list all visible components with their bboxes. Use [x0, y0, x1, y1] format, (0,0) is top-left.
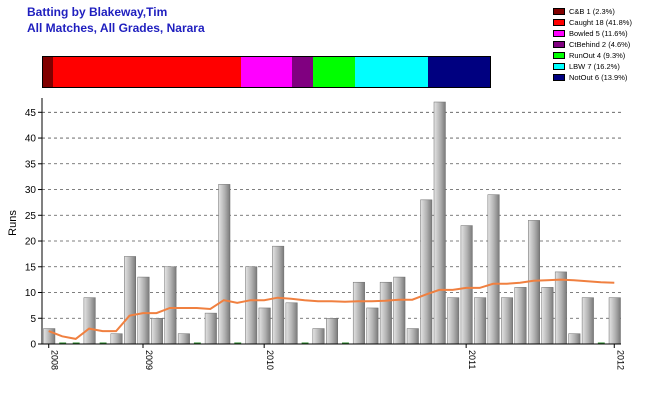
legend-label: CtBehind 2 (4.6%)	[569, 40, 631, 49]
legend-label: C&B 1 (2.3%)	[569, 7, 615, 16]
runs-bar	[541, 287, 554, 345]
legend-swatch	[553, 41, 565, 48]
runs-bar	[124, 256, 137, 345]
runs-bar	[83, 297, 96, 345]
runs-bar	[597, 342, 605, 344]
legend-swatch	[553, 63, 565, 70]
legend: C&B 1 (2.3%) Caught 18 (41.8%) Bowled 5 (1…	[553, 6, 632, 83]
runs-bar	[204, 312, 217, 345]
runs-bar	[177, 333, 190, 345]
runs-bar	[193, 342, 201, 344]
legend-item: LBW 7 (16.2%)	[553, 61, 632, 72]
y-tick-label: 45	[25, 108, 37, 119]
runs-bar	[379, 281, 392, 345]
legend-label: LBW 7 (16.2%)	[569, 62, 620, 71]
runs-bar	[312, 328, 325, 345]
runs-bar	[393, 276, 406, 345]
runs-bar	[608, 297, 621, 345]
runs-bar	[406, 328, 419, 345]
y-tick-label: 15	[25, 262, 37, 273]
y-tick-label: 30	[25, 185, 37, 196]
average-line	[48, 278, 615, 340]
x-tick-label: 2009	[144, 350, 154, 370]
legend-item: RunOut 4 (9.3%)	[553, 50, 632, 61]
y-tick-label: 5	[30, 314, 36, 325]
legend-swatch	[553, 52, 565, 59]
runs-bar	[366, 307, 379, 345]
runs-bar	[460, 225, 473, 345]
chart-title: Batting by Blakeway,Tim	[27, 5, 168, 19]
runs-bar	[218, 184, 231, 345]
runs-bar	[164, 266, 177, 345]
legend-item: C&B 1 (2.3%)	[553, 6, 632, 17]
runs-bar	[272, 245, 285, 345]
legend-item: Bowled 5 (11.6%)	[553, 28, 632, 39]
legend-item: NotOut 6 (13.9%)	[553, 72, 632, 83]
dismissal-segment	[292, 57, 314, 87]
runs-bar	[72, 342, 80, 344]
x-tick-label: 2008	[50, 350, 60, 370]
dismissal-segment	[43, 57, 54, 87]
x-tick-label: 2011	[467, 350, 477, 369]
chart-subtitle: All Matches, All Grades, Narara	[27, 21, 205, 35]
dismissal-segment	[240, 57, 293, 87]
runs-bar	[352, 281, 365, 345]
runs-bar	[301, 342, 309, 344]
runs-bar	[420, 199, 433, 345]
legend-label: NotOut 6 (13.9%)	[569, 73, 628, 82]
runs-bar	[514, 287, 527, 345]
y-tick-label: 40	[25, 134, 37, 145]
legend-swatch	[553, 8, 565, 15]
dismissal-segment	[354, 57, 428, 87]
runs-bar	[234, 342, 242, 344]
y-axis-label: Runs	[7, 210, 19, 236]
legend-swatch	[553, 19, 565, 26]
legend-item: Caught 18 (41.8%)	[553, 17, 632, 28]
legend-swatch	[553, 30, 565, 37]
runs-bar	[447, 297, 460, 345]
runs-bar	[150, 318, 163, 345]
chart-title-block: Batting by Blakeway,Tim All Matches, All…	[27, 4, 205, 36]
dismissal-segment	[427, 57, 490, 87]
y-tick-label: 25	[25, 211, 37, 222]
runs-bar	[137, 276, 150, 345]
y-tick-label: 10	[25, 288, 37, 299]
legend-label: Bowled 5 (11.6%)	[569, 29, 628, 38]
runs-bar	[110, 333, 123, 345]
dismissal-segment	[53, 57, 241, 87]
runs-bar	[258, 307, 271, 345]
runs-bar	[342, 342, 349, 344]
x-tick-label: 2012	[615, 350, 625, 370]
legend-label: Caught 18 (41.8%)	[569, 18, 632, 27]
dismissal-breakdown-bar	[42, 56, 491, 88]
runs-bar	[285, 302, 298, 345]
x-tick-label: 2010	[265, 350, 275, 370]
y-tick-label: 0	[30, 340, 36, 351]
dismissal-segment	[313, 57, 355, 87]
runs-bar	[501, 297, 514, 345]
legend-swatch	[553, 74, 565, 81]
legend-label: RunOut 4 (9.3%)	[569, 51, 626, 60]
y-tick-label: 35	[25, 159, 37, 170]
runs-bar	[568, 333, 581, 345]
runs-bar	[59, 342, 67, 344]
runs-bar	[245, 266, 258, 345]
runs-bar	[433, 101, 446, 345]
runs-bar	[487, 194, 500, 345]
runs-bar	[554, 271, 567, 345]
runs-bar	[99, 342, 107, 344]
runs-bar	[474, 297, 487, 345]
y-tick-label: 20	[25, 237, 37, 248]
runs-bar	[326, 318, 338, 345]
runs-bar	[581, 297, 594, 345]
legend-item: CtBehind 2 (4.6%)	[553, 39, 632, 50]
